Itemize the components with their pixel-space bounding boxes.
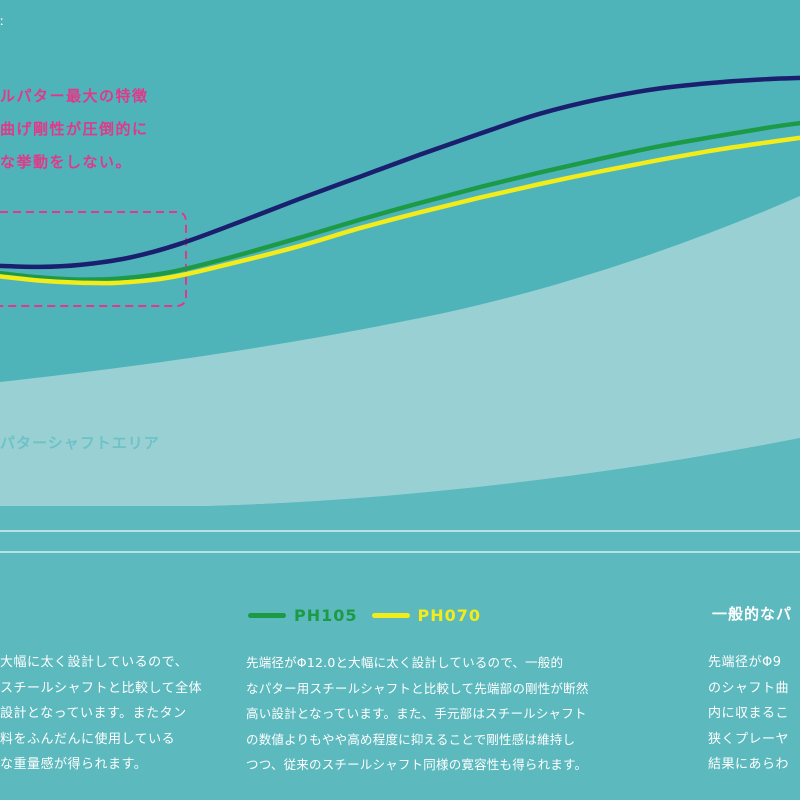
upper-band <box>0 0 800 382</box>
right-paragraph-line: 狭くプレーヤ <box>708 731 790 747</box>
right-paragraph-line: 内に収まるこ <box>708 706 790 721</box>
top-mark: ː <box>0 14 5 28</box>
left-paragraph-line: 大幅に太く設計しているので、 <box>0 655 189 670</box>
series-general-line <box>0 75 800 270</box>
legend-label-ph105: PH105 <box>294 605 358 625</box>
series-ph070-line <box>0 135 800 286</box>
left-paragraph: 大幅に太く設計しているので、 スチールシャフトと比較して全体 設計となっています… <box>0 650 235 778</box>
left-paragraph-line: 料をふんだんに使用している <box>0 731 176 747</box>
annotation-line-1: ルパター最大の特徴 <box>0 87 149 105</box>
left-paragraph-line: な重量感が得られます。 <box>0 757 148 772</box>
right-heading: 一般的なパ <box>712 605 793 623</box>
right-paragraph: 先端径がΦ9 のシャフト曲 内に収まるこ 狭くプレーヤ 結果にあらわ <box>708 650 800 778</box>
center-paragraph-line: の数値よりもやや高め程度に抑えることで剛性感は維持し <box>246 731 576 747</box>
left-paragraph-line: 設計となっています。またタン <box>0 706 187 721</box>
legend: PH105 PH070 <box>248 603 495 627</box>
center-paragraph-line: 高い設計となっています。また、手元部はスチールシャフト <box>246 706 587 721</box>
center-paragraph-line: 先端径がΦ12.0と大幅に太く設計しているので、一般的 <box>246 655 564 670</box>
series-ph105-line <box>0 120 800 282</box>
legend-item-ph105: PH105 <box>248 606 358 625</box>
right-paragraph-line: 先端径がΦ9 <box>708 655 782 670</box>
legend-item-ph070: PH070 <box>371 605 482 625</box>
center-paragraph: 先端径がΦ12.0と大幅に太く設計しているので、一般的 なパター用スチールシャフ… <box>246 650 690 778</box>
legend-label-ph070: PH070 <box>417 605 482 625</box>
series-layer <box>0 75 800 286</box>
center-paragraph-line: なパター用スチールシャフトと比較して先端部の剛性が断然 <box>246 680 589 696</box>
legend-swatch-ph105 <box>248 612 286 618</box>
lower-band <box>0 438 800 530</box>
annotation-callout: ルパター最大の特徴 曲げ剛性が圧倒的に な挙動をしない。 <box>0 80 149 179</box>
shaded-area <box>0 196 800 506</box>
center-paragraph-line: つつ、従来のスチールシャフト同様の寛容性も得られます。 <box>246 757 588 772</box>
annotation-line-2: 曲げ剛性が圧倒的に <box>0 120 149 138</box>
annotation-line-3: な挙動をしない。 <box>0 153 133 171</box>
right-paragraph-line: 結果にあらわ <box>708 757 790 772</box>
shaded-area-label: パターシャフトエリア <box>0 434 160 452</box>
highlight-box <box>0 211 187 307</box>
right-paragraph-line: のシャフト曲 <box>708 680 790 696</box>
legend-swatch-ph070 <box>371 612 410 618</box>
left-paragraph-line: スチールシャフトと比較して全体 <box>0 680 203 696</box>
